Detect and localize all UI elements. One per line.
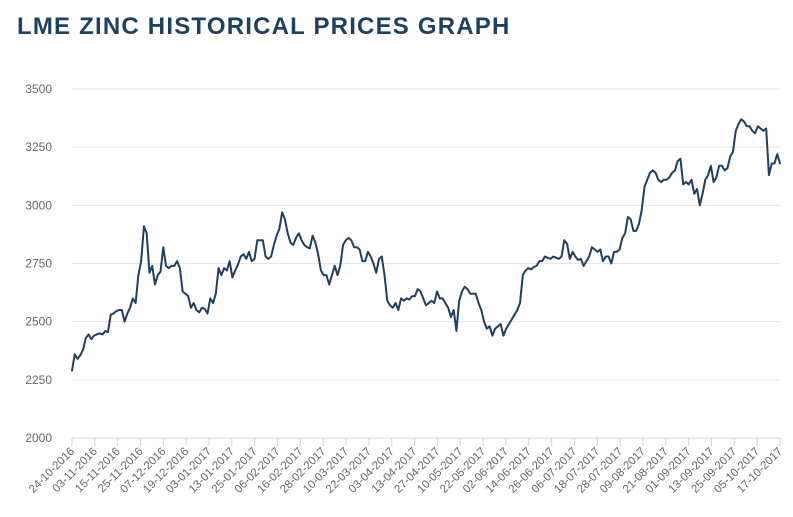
x-axis: 24-10-201603-11-201615-11-201625-11-2016…: [27, 437, 785, 496]
series-line-lme-zinc[interactable]: [71, 118, 781, 372]
y-tick-label: 3250: [25, 140, 52, 154]
y-tick-label: 2750: [25, 257, 52, 271]
y-tick-label: 2250: [25, 373, 52, 387]
chart-title: LME ZINC HISTORICAL PRICES GRAPH: [17, 13, 511, 40]
y-axis: 2000 2250 2500 2750 3000 3250 3500: [25, 82, 52, 445]
y-tick-label: 2000: [25, 431, 52, 445]
grid-lines: [72, 88, 780, 381]
y-tick-label: 3500: [25, 82, 52, 96]
y-tick-label: 3000: [25, 198, 52, 212]
y-tick-label: 2500: [25, 315, 52, 329]
series-group: [71, 118, 781, 372]
